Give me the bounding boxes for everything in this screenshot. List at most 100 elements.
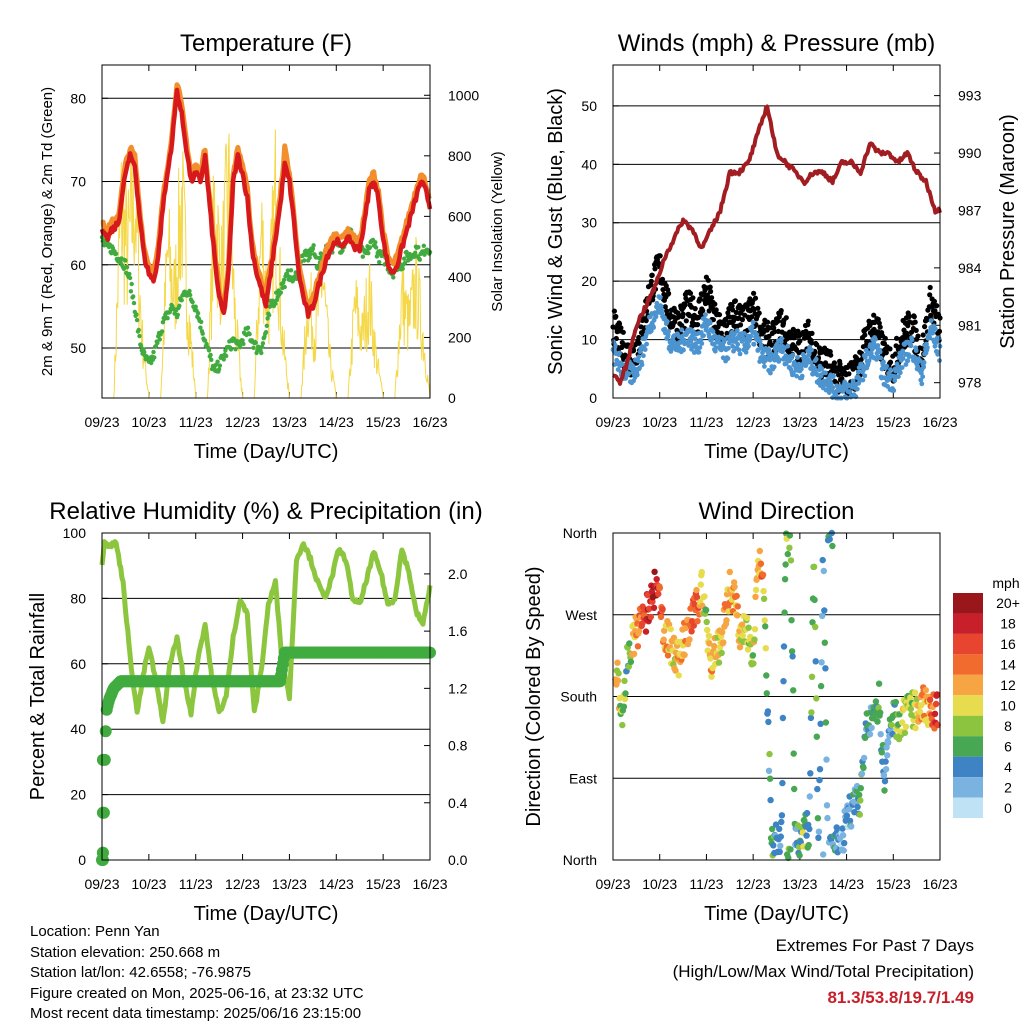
gust-point (915, 333, 921, 339)
gust-point (620, 329, 626, 335)
gust-point (652, 266, 658, 272)
y2-tick-label: 0.0 (448, 852, 468, 868)
dewpoint-point (153, 344, 159, 349)
gust-point (724, 330, 730, 336)
wind-point (750, 319, 756, 325)
gust-point (700, 308, 706, 314)
dewpoint-point (310, 246, 316, 251)
gust-point (725, 310, 731, 316)
y2-tick-label: 987 (958, 202, 982, 218)
wind-point (692, 336, 698, 342)
wind-point (896, 374, 901, 379)
wind-point (873, 336, 878, 342)
direction-point (820, 851, 827, 858)
gust-point (636, 340, 642, 346)
gust-point (662, 304, 668, 310)
x-tick-label: 09/23 (595, 876, 630, 892)
dewpoint-point (288, 268, 294, 273)
dewpoint-point (260, 341, 266, 346)
direction-point (659, 606, 666, 613)
wind-point (918, 358, 923, 364)
wind-point (743, 349, 749, 355)
y-axis-label: Percent & Total Rainfall (27, 593, 49, 801)
dewpoint-point (259, 344, 265, 349)
wind-point (726, 345, 731, 351)
dewpoint-point (233, 347, 238, 352)
dewpoint-point (377, 260, 382, 265)
y-tick-label: South (560, 689, 597, 705)
direction-point (807, 714, 815, 722)
y2-tick-label: 800 (448, 148, 472, 164)
wind-point (887, 376, 892, 382)
direction-point (646, 605, 653, 612)
gust-point (657, 253, 663, 259)
direction-point (907, 705, 914, 713)
gust-point (913, 327, 919, 333)
colorbar-label: 0 (1004, 800, 1012, 816)
y2-tick-label: 2.0 (448, 566, 468, 582)
direction-point (767, 796, 774, 804)
wind-point (862, 373, 868, 379)
direction-point (760, 595, 768, 602)
dewpoint-point (400, 266, 405, 271)
gust-point (649, 272, 655, 278)
x-tick-label: 11/23 (689, 876, 723, 892)
direction-point (756, 547, 763, 555)
gust-point (931, 298, 938, 304)
gust-point (709, 295, 715, 301)
speed-colorbar: mph 20+ 18 16 14 12 10 8 6 4 2 0 (953, 575, 1020, 818)
y2-tick-label: 0.4 (448, 795, 468, 811)
direction-point (866, 731, 874, 738)
gust-point (858, 357, 864, 363)
dewpoint-point (273, 301, 278, 306)
gust-point (682, 302, 688, 308)
direction-point (731, 583, 738, 590)
direction-point (857, 797, 864, 804)
precip-point (96, 846, 109, 859)
chart-title: Wind Direction (698, 498, 854, 525)
gust-point (755, 305, 761, 311)
dewpoint-point (367, 245, 373, 250)
wind-point (712, 348, 718, 354)
direction-point (622, 690, 629, 697)
pressure-line (612, 104, 942, 386)
wind-point (920, 374, 926, 380)
wind-point (813, 356, 819, 362)
gust-point (839, 376, 845, 382)
wind-point (760, 350, 765, 356)
direction-point (630, 650, 638, 658)
direction-point (807, 770, 814, 777)
direction-point (892, 698, 899, 706)
wind-point (762, 364, 767, 369)
colorbar-label: 12 (1000, 677, 1016, 693)
direction-point (872, 698, 880, 705)
wind-point (776, 357, 782, 363)
wind-point (780, 349, 785, 355)
direction-point (822, 665, 829, 672)
direction-point (697, 581, 704, 588)
wind-point (725, 356, 731, 361)
direction-point (880, 772, 888, 779)
direction-point (667, 625, 674, 633)
direction-point (626, 640, 633, 647)
wind-point (707, 320, 713, 326)
gust-point (749, 314, 755, 320)
dewpoint-point (366, 251, 371, 256)
direction-point (762, 623, 769, 630)
wind-point (863, 347, 869, 353)
direction-point (814, 815, 822, 822)
x-tick-label: 13/23 (782, 876, 817, 892)
gust-point (887, 359, 894, 365)
wind-point (701, 333, 706, 338)
dewpoint-point (175, 312, 180, 317)
direction-point (720, 639, 727, 646)
dewpoint-point (131, 300, 137, 306)
direction-point (655, 590, 662, 598)
wind-point (935, 349, 941, 355)
direction-point (744, 646, 752, 653)
direction-point (778, 812, 786, 819)
dewpoint-point (127, 275, 133, 281)
direction-point (736, 644, 744, 651)
wind-point (686, 343, 692, 348)
dewpoint-point (245, 325, 251, 330)
